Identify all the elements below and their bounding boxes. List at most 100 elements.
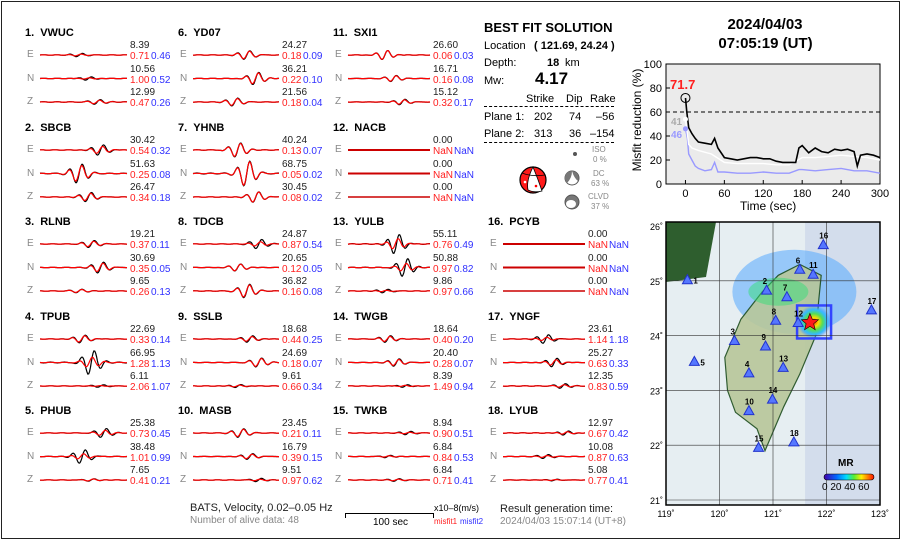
component-label: Z — [27, 285, 34, 296]
station-number: 18. — [488, 405, 504, 417]
synthetic-trace — [348, 99, 430, 105]
station-map-label: 17 — [867, 297, 876, 306]
misfit2-value: 0.02 — [303, 169, 323, 181]
component-label: Z — [27, 380, 34, 391]
misfit2-value: 0.11 — [151, 240, 170, 251]
lon-tick-label: 119˚ — [657, 509, 674, 519]
beachball-icon — [519, 166, 547, 194]
component-label: Z — [335, 380, 342, 391]
misfit1-value: 0.83 — [588, 382, 608, 393]
synthetic-trace — [40, 385, 127, 387]
component-label: N — [180, 356, 188, 368]
colorbar-title: MR — [838, 458, 854, 469]
component-label: E — [180, 427, 187, 438]
station-triangle-icon[interactable] — [681, 273, 694, 285]
misfit1-value: 0.16 — [282, 287, 302, 298]
dc-label: DC — [593, 169, 605, 178]
amplitude-value: 0.00 — [433, 135, 453, 146]
component-label: N — [27, 450, 35, 462]
component-label: E — [27, 333, 34, 344]
station-triangle-icon[interactable] — [817, 238, 830, 250]
units-label: x10–8(m/s) — [434, 503, 480, 513]
station-title: 16. PCYB — [488, 216, 540, 228]
station-title: 6. YD07 — [178, 27, 221, 39]
component-label: N — [335, 356, 343, 368]
lat-tick-label: 26˚ — [650, 222, 663, 232]
synthetic-trace — [193, 453, 279, 460]
station-triangle-icon[interactable] — [688, 355, 701, 366]
station-number: 8. — [178, 216, 188, 228]
station-triangle-icon[interactable] — [769, 314, 782, 325]
synthetic-trace — [502, 384, 585, 388]
station-triangle-icon[interactable] — [793, 263, 806, 274]
misfit1-value: 1.00 — [130, 74, 150, 86]
misfit2-value: 0.62 — [303, 476, 323, 487]
misfit2-value: 0.41 — [454, 476, 474, 487]
synthetic-trace — [193, 97, 280, 106]
station-triangle-icon[interactable] — [865, 303, 878, 315]
station-name: SXI1 — [353, 27, 378, 39]
station-triangle-icon[interactable] — [728, 334, 741, 346]
misfit1-value: 0.12 — [282, 263, 302, 275]
misfit2-value: 0.51 — [454, 429, 474, 440]
misfit1-value: 0.25 — [130, 169, 150, 181]
misfit1-value: 1.49 — [433, 382, 453, 393]
misfit2-value: 0.14 — [151, 335, 171, 346]
station-triangle-icon[interactable] — [759, 339, 772, 351]
synthetic-trace — [193, 191, 279, 203]
station-triangle-icon[interactable] — [792, 316, 804, 327]
misfit2-value: 0.54 — [303, 240, 323, 251]
component-label: Z — [180, 96, 187, 107]
amplitude-value: 6.84 — [433, 441, 453, 453]
misfit1-value: 0.16 — [433, 74, 453, 86]
component-label: N — [180, 450, 188, 462]
misfit1-value: 0.66 — [282, 382, 302, 393]
misfit2-value: 0.46 — [151, 51, 171, 62]
component-label: N — [335, 72, 343, 84]
station-triangle-icon[interactable] — [807, 268, 819, 279]
component-label: Z — [335, 191, 342, 202]
synthetic-trace — [40, 478, 127, 482]
misfit1-value: 0.87 — [588, 452, 608, 464]
station-triangle-icon[interactable] — [760, 284, 773, 295]
misfit1-value: 0.40 — [433, 335, 453, 346]
amplitude-value: 55.11 — [433, 229, 458, 240]
synthetic-trace — [192, 263, 279, 272]
misfit2-value: 0.42 — [609, 429, 629, 440]
synthetic-trace — [193, 478, 279, 482]
synthetic-trace — [40, 145, 127, 154]
misfit2-value: 0.63 — [609, 452, 629, 464]
misfit1-value: NaN — [433, 169, 454, 181]
amplitude-value: 10.56 — [130, 63, 156, 75]
station-triangle-icon[interactable] — [743, 366, 755, 378]
misfit2-value: 0.82 — [454, 263, 474, 275]
misfit1-value: 0.71 — [433, 476, 453, 487]
station-triangle-icon[interactable] — [781, 290, 793, 302]
amplitude-value: 10.08 — [588, 441, 614, 453]
station-triangle-icon[interactable] — [766, 393, 779, 404]
misfit2-value: 1.07 — [151, 382, 171, 393]
amplitude-value: 9.65 — [130, 276, 150, 287]
station-name: RLNB — [40, 216, 71, 228]
misfit1-value: NaN — [588, 263, 609, 275]
header-rake: Rake — [590, 93, 616, 105]
station-title: 9. SSLB — [178, 311, 223, 323]
misfit2-value: NaN — [609, 263, 630, 275]
depth-unit: km — [565, 57, 580, 69]
synthetic-trace — [39, 99, 127, 105]
station-title: 17. YNGF — [488, 311, 540, 323]
misfit1-value: 0.77 — [588, 476, 608, 487]
lon-tick-label: 123˚ — [871, 509, 889, 519]
station-triangle-icon[interactable] — [788, 435, 800, 447]
station-triangle-icon[interactable] — [777, 361, 790, 372]
component-label: N — [27, 261, 35, 273]
misfit2-value: 0.17 — [454, 98, 474, 109]
depth-value: 18 — [547, 57, 560, 69]
table-divider — [484, 106, 614, 107]
misfit1-value: 0.47 — [130, 98, 150, 109]
component-label: E — [27, 427, 34, 438]
station-name: TPUB — [40, 311, 71, 323]
station-triangle-icon[interactable] — [743, 404, 755, 416]
misfit1-value: 1.14 — [588, 335, 608, 346]
station-triangle-icon[interactable] — [752, 441, 765, 452]
